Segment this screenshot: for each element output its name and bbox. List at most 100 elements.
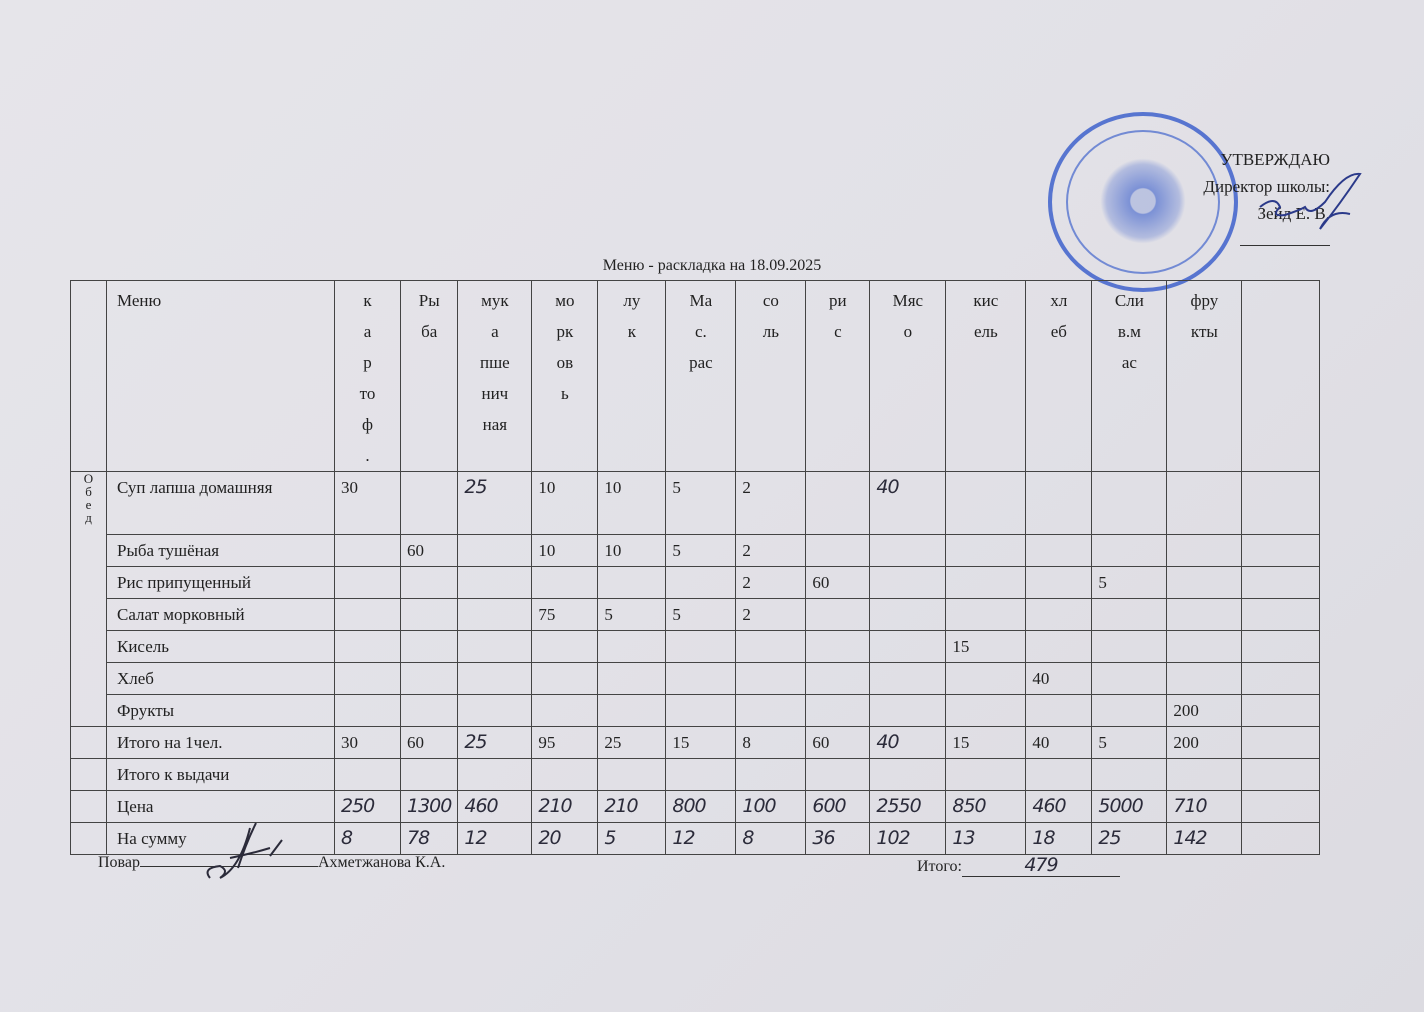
quantity-cell	[1241, 790, 1321, 823]
quantity-cell	[945, 598, 1027, 631]
quantity-cell: 25	[1091, 822, 1168, 855]
quantity-cell	[1091, 694, 1168, 727]
quantity-cell	[334, 566, 401, 599]
quantity-cell: 75	[531, 598, 599, 631]
approval-heading: УТВЕРЖДАЮ	[1220, 150, 1330, 169]
dish-name: Цена	[106, 790, 335, 823]
quantity-cell: 12	[665, 822, 737, 855]
quantity-cell: 250	[334, 790, 401, 823]
quantity-cell	[1166, 758, 1243, 791]
dish-name: Салат морковный	[106, 598, 335, 631]
quantity-cell	[531, 630, 599, 663]
quantity-cell: 460	[457, 790, 533, 823]
quantity-cell: 5000	[1091, 790, 1168, 823]
quantity-cell: 100	[735, 790, 807, 823]
column-header: мо рк ов ь	[531, 280, 599, 472]
header-row: Меню к а р то ф . Ры ба мук а пше нич ная мо…	[70, 280, 1321, 472]
quantity-cell: 460	[1025, 790, 1093, 823]
quantity-cell: 5	[665, 598, 737, 631]
quantity-cell	[1241, 694, 1321, 727]
quantity-cell	[945, 694, 1027, 727]
column-header	[1241, 280, 1321, 472]
quantity-cell: 5	[597, 822, 667, 855]
quantity-cell: 850	[945, 790, 1027, 823]
quantity-cell	[1166, 630, 1243, 663]
quantity-cell: 10	[597, 471, 667, 535]
quantity-cell: 15	[945, 630, 1027, 663]
table-row: Салат морковный 75 5 5 2	[71, 598, 1321, 631]
quantity-cell	[399, 471, 459, 535]
quantity-cell	[665, 630, 737, 663]
quantity-cell	[1091, 471, 1168, 535]
table-row: Рис припущенный 2 60 5	[71, 566, 1321, 599]
quantity-cell	[665, 694, 737, 727]
quantity-cell	[1166, 598, 1243, 631]
quantity-cell: 30	[334, 726, 401, 759]
quantity-cell	[1025, 566, 1093, 599]
dish-name: Итого к выдачи	[106, 758, 335, 791]
dish-name: Суп лапша домашняя	[106, 471, 335, 535]
column-header: Ма с. рас	[665, 280, 737, 472]
dish-name: Кисель	[106, 630, 335, 663]
quantity-cell	[1025, 471, 1093, 535]
quantity-cell	[1166, 534, 1243, 567]
quantity-cell: 20	[531, 822, 599, 855]
approval-name: Зейд Е. В.	[1180, 200, 1330, 254]
quantity-cell	[457, 534, 533, 567]
quantity-cell: 15	[665, 726, 737, 759]
dish-name: Рыба тушёная	[106, 534, 335, 567]
quantity-cell: 2	[735, 534, 807, 567]
quantity-cell	[1241, 822, 1321, 855]
quantity-cell	[1241, 662, 1321, 695]
column-header: Ры ба	[399, 280, 459, 472]
quantity-cell	[597, 630, 667, 663]
column-header: лу к	[597, 280, 667, 472]
cook-name: Ахметжанова К.А.	[318, 854, 446, 871]
quantity-cell: 40	[1025, 662, 1093, 695]
quantity-cell	[531, 662, 599, 695]
quantity-cell	[1091, 598, 1168, 631]
quantity-cell	[1241, 630, 1321, 663]
quantity-cell: 200	[1166, 694, 1243, 727]
quantity-cell: 210	[531, 790, 599, 823]
quantity-cell: 2	[735, 598, 807, 631]
column-header: со ль	[735, 280, 807, 472]
quantity-cell: 1300	[399, 790, 459, 823]
cook-signature	[206, 822, 283, 879]
quantity-cell: 15	[945, 726, 1027, 759]
dish-name: Фрукты	[106, 694, 335, 727]
quantity-cell: 2550	[869, 790, 947, 823]
quantity-cell	[869, 566, 947, 599]
quantity-cell	[665, 662, 737, 695]
quantity-cell: 142	[1166, 822, 1243, 855]
quantity-cell: 10	[597, 534, 667, 567]
quantity-cell	[735, 630, 807, 663]
quantity-cell: 60	[399, 726, 459, 759]
dish-name: На сумму	[106, 822, 335, 855]
quantity-cell	[531, 694, 599, 727]
quantity-cell	[945, 758, 1027, 791]
column-header: Мяс о	[869, 280, 947, 472]
quantity-cell: 710	[1166, 790, 1243, 823]
quantity-cell	[869, 598, 947, 631]
quantity-cell	[457, 598, 533, 631]
approval-position: Директор школы:	[1203, 177, 1330, 196]
table-row: О б е д Суп лапша домашняя 30 25 10 10 5 2 40	[70, 471, 1321, 727]
quantity-cell	[735, 758, 807, 791]
quantity-cell: 10	[531, 471, 599, 535]
quantity-cell	[399, 598, 459, 631]
meal-label: О б е д	[70, 471, 107, 727]
quantity-cell	[1025, 598, 1093, 631]
quantity-cell	[1025, 534, 1093, 567]
quantity-cell: 5	[665, 534, 737, 567]
quantity-cell	[1091, 758, 1168, 791]
quantity-cell	[334, 662, 401, 695]
quantity-cell: 210	[597, 790, 667, 823]
quantity-cell	[1241, 758, 1321, 791]
table-row: Фрукты 200	[71, 694, 1321, 727]
quantity-cell: 8	[735, 726, 807, 759]
quantity-cell	[457, 630, 533, 663]
quantity-cell	[399, 694, 459, 727]
quantity-cell: 40	[869, 726, 947, 759]
quantity-cell: 8	[735, 822, 807, 855]
